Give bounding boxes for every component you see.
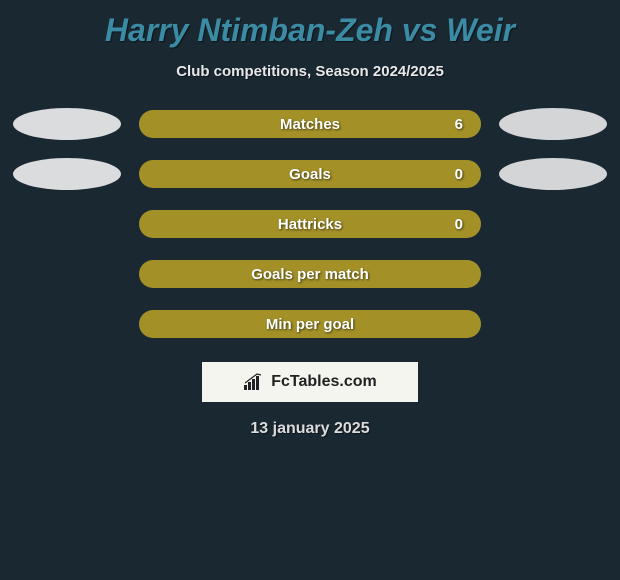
stat-bar-gpm: Goals per match: [139, 260, 481, 288]
left-placeholder: [31, 208, 139, 240]
stat-value: 0: [455, 166, 463, 183]
stat-row: Goals per match: [0, 258, 620, 290]
left-placeholder: [31, 308, 139, 340]
left-player-marker: [13, 108, 121, 140]
right-placeholder: [481, 258, 589, 290]
stat-row: Goals 0: [0, 158, 620, 190]
right-player-marker: [499, 158, 607, 190]
stat-row: Matches 6: [0, 108, 620, 140]
branding-text: FcTables.com: [271, 373, 377, 391]
stat-row: Min per goal: [0, 308, 620, 340]
stat-label: Goals: [289, 166, 331, 183]
stat-value: 0: [455, 216, 463, 233]
stat-label: Matches: [280, 116, 340, 133]
comparison-title: Harry Ntimban-Zeh vs Weir: [0, 0, 620, 49]
stat-bar-goals: Goals 0: [139, 160, 481, 188]
right-placeholder: [481, 308, 589, 340]
stat-label: Goals per match: [251, 266, 369, 283]
stat-bar-hattricks: Hattricks 0: [139, 210, 481, 238]
stat-label: Hattricks: [278, 216, 342, 233]
season-subtitle: Club competitions, Season 2024/2025: [0, 63, 620, 80]
left-player-marker: [13, 158, 121, 190]
right-placeholder: [481, 208, 589, 240]
left-placeholder: [31, 258, 139, 290]
stat-row: Hattricks 0: [0, 208, 620, 240]
stat-bar-mpg: Min per goal: [139, 310, 481, 338]
right-player-marker: [499, 108, 607, 140]
stats-container: Matches 6 Goals 0 Hattricks 0 Goals per …: [0, 108, 620, 340]
stat-bar-matches: Matches 6: [139, 110, 481, 138]
branding-box: FcTables.com: [202, 362, 418, 402]
snapshot-date: 13 january 2025: [0, 420, 620, 438]
stat-label: Min per goal: [266, 316, 354, 333]
chart-icon: [243, 373, 265, 391]
stat-value: 6: [455, 116, 463, 133]
